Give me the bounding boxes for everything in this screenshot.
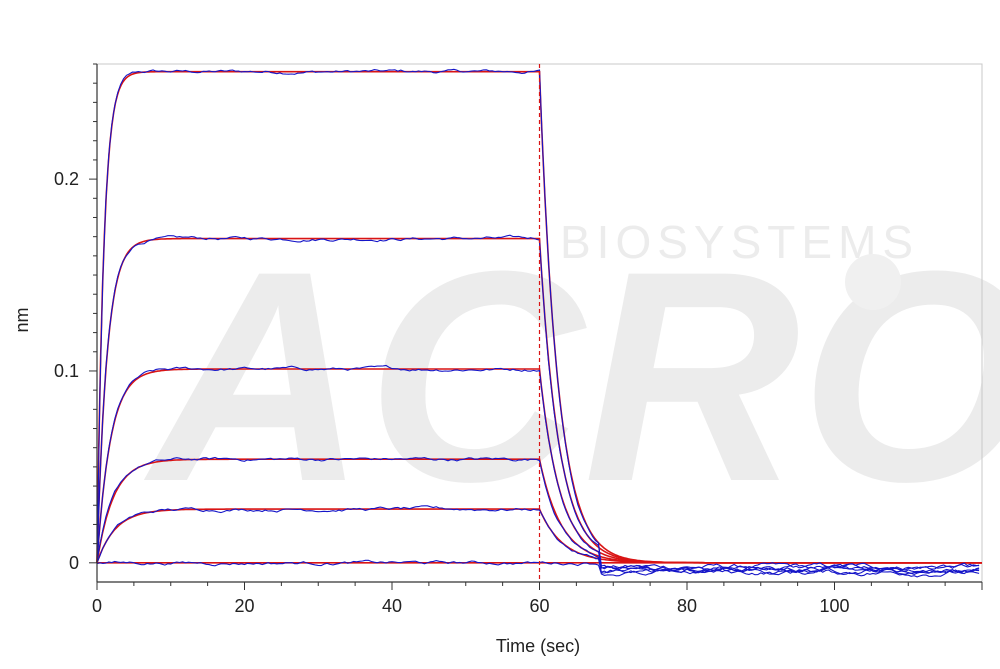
- y-ticks: 0 0.1 0.2: [54, 63, 97, 573]
- y-tick-label: 0: [69, 553, 79, 573]
- measured-curve: [96, 505, 980, 576]
- x-tick-label: 100: [819, 596, 849, 616]
- measured-curve: [96, 234, 980, 574]
- watermark: BIOSYSTEMS ACRO: [141, 208, 1000, 544]
- x-tick-label: 60: [529, 596, 549, 616]
- watermark-dot: [845, 254, 901, 310]
- x-tick-label: 20: [234, 596, 254, 616]
- x-tick-label: 40: [382, 596, 402, 616]
- y-tick-label: 0.2: [54, 169, 79, 189]
- x-ticks: 0 20 40 60 80 100: [92, 582, 983, 616]
- measured-curve: [96, 559, 980, 578]
- measured-curve: [96, 456, 980, 576]
- measured-curves: [96, 68, 980, 578]
- x-tick-label: 0: [92, 596, 102, 616]
- watermark-subtext: BIOSYSTEMS: [560, 216, 919, 268]
- y-axis-label: nm: [12, 307, 32, 332]
- y-tick-label: 0.1: [54, 361, 79, 381]
- x-tick-label: 80: [677, 596, 697, 616]
- x-axis-label: Time (sec): [496, 636, 580, 656]
